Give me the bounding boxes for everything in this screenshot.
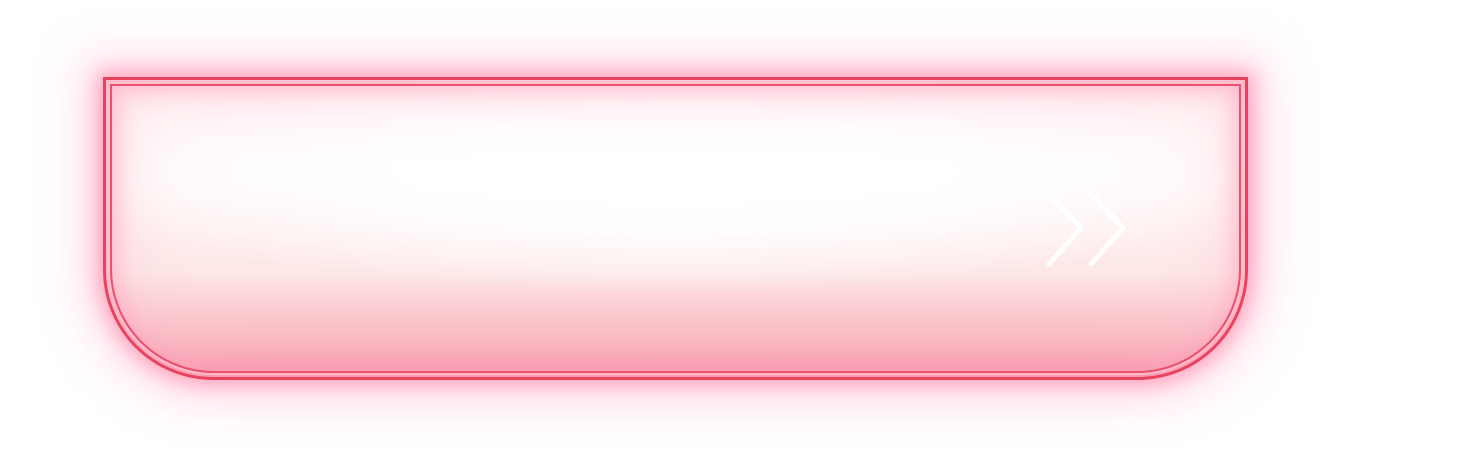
double-chevron-right-icon: [1046, 191, 1126, 267]
panel-label: [166, 180, 1085, 220]
neon-panel-button[interactable]: [103, 77, 1248, 380]
